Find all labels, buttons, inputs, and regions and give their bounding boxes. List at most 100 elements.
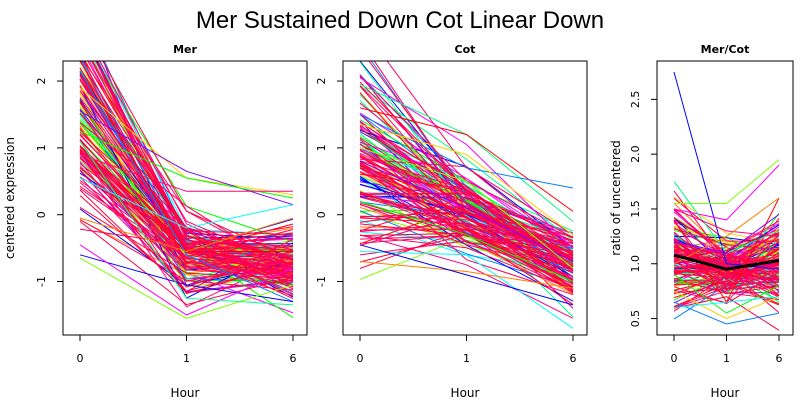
profile-line — [359, 167, 574, 248]
plot-frame — [62, 60, 308, 336]
y-tick-label: -1 — [35, 276, 48, 287]
x-tick-label: 0 — [357, 352, 364, 365]
x-tick-label: 6 — [290, 352, 297, 365]
profile-line — [673, 227, 780, 263]
series-line-1 — [673, 71, 780, 270]
profile-line — [359, 211, 574, 284]
series-line-9 — [359, 251, 574, 329]
series-line-10 — [79, 257, 294, 319]
panel-title: Mer — [173, 43, 197, 56]
series-line-5 — [359, 124, 574, 236]
profile-line — [79, 161, 294, 292]
y-tick-label: 2 — [35, 78, 48, 85]
x-tick-label: 1 — [183, 352, 190, 365]
profile-line — [359, 125, 574, 271]
figure-title: Mer Sustained Down Cot Linear Down — [196, 7, 604, 34]
profile-line — [673, 228, 780, 251]
profile-line — [359, 128, 574, 235]
profile-line — [673, 296, 780, 331]
series-line-7 — [359, 200, 574, 282]
mean-line — [673, 253, 780, 271]
profile-line — [359, 158, 574, 253]
y-tick-label: 0.5 — [629, 310, 642, 328]
panel-title: Cot — [455, 43, 476, 56]
profile-line — [673, 196, 780, 243]
y-tick-label: 1.5 — [629, 200, 642, 218]
profile-line — [359, 196, 574, 267]
series-layer — [359, 61, 574, 329]
profile-line — [673, 270, 780, 300]
profile-line — [359, 234, 574, 291]
profile-line — [359, 240, 574, 291]
y-tick-label: 1.0 — [629, 255, 642, 273]
series-layer — [673, 71, 780, 331]
series-line-12 — [359, 147, 574, 269]
profile-line — [79, 112, 294, 267]
series-line-2 — [79, 70, 294, 303]
profile-line — [673, 262, 780, 276]
series-line-10 — [359, 261, 574, 289]
profile-line — [359, 196, 574, 281]
series-line-2 — [674, 159, 780, 204]
y-tick-label: -1 — [315, 276, 328, 287]
y-tick-label: 1 — [35, 144, 48, 151]
y-tick-label: 1 — [315, 144, 328, 151]
series-line-9 — [673, 274, 780, 314]
profile-line — [79, 148, 294, 279]
profile-line — [673, 283, 780, 306]
series-line-4 — [79, 110, 294, 206]
series-line-6 — [79, 154, 293, 192]
panel-1: Mer -1 0 1 2 0 1 6 Hour centered expression — [3, 43, 308, 400]
series-line-6 — [359, 160, 574, 262]
profile-line — [359, 121, 574, 263]
panel-3: Mer/Cot 0.5 1.0 1.5 2.0 2.5 0 1 6 Hour ratio of un… — [609, 43, 794, 400]
panel-2: Cot -1 0 1 2 0 1 6 Hour — [315, 43, 588, 400]
x-tick-label: 0 — [77, 352, 84, 365]
series-line-8 — [79, 217, 294, 253]
series-line-6 — [673, 301, 780, 325]
panel-title: Mer/Cot — [701, 43, 750, 56]
profile-line — [79, 91, 294, 276]
series-line-4 — [359, 114, 574, 189]
series-line-3 — [359, 107, 574, 212]
series-line-7 — [673, 290, 780, 320]
profile-line — [673, 256, 780, 287]
series-line-11 — [79, 244, 294, 316]
y-tick-label: 0 — [315, 211, 328, 218]
plot-frame — [656, 60, 794, 336]
profile-line — [373, 61, 574, 263]
y-axis-title: centered expression — [3, 137, 17, 259]
profile-line — [79, 122, 294, 274]
series-line-3 — [673, 164, 780, 221]
plot-frame — [342, 60, 588, 336]
y-tick-label: 2.0 — [629, 145, 642, 163]
profile-line — [83, 61, 294, 270]
profile-line — [359, 131, 574, 232]
series-line-7 — [79, 177, 294, 229]
profile-line — [95, 61, 294, 245]
profile-line — [673, 269, 780, 309]
profile-line — [79, 90, 294, 271]
profile-line — [359, 228, 574, 287]
series-line-1 — [359, 77, 574, 249]
series-line-8 — [673, 213, 780, 254]
profile-line — [79, 79, 294, 256]
x-tick-label: 1 — [463, 352, 470, 365]
x-tick-label: 1 — [723, 352, 730, 365]
series-line-12 — [673, 197, 780, 265]
profile-line — [673, 285, 780, 294]
y-tick-label: 2.5 — [629, 91, 642, 109]
profile-line — [359, 167, 574, 242]
x-tick-label: 0 — [671, 352, 678, 365]
profile-line — [673, 237, 780, 280]
series-line-8 — [359, 234, 574, 319]
profile-line — [79, 189, 294, 294]
profile-line — [97, 61, 294, 268]
profile-line — [673, 218, 780, 286]
y-axis-title: ratio of uncentered — [609, 140, 623, 255]
chart-panels: Mer -1 0 1 2 0 1 6 Hour centered expression Cot -1 0… — [3, 43, 794, 400]
profile-line — [359, 167, 574, 294]
x-axis-title: Hour — [451, 386, 480, 400]
series-line-11 — [359, 244, 574, 306]
